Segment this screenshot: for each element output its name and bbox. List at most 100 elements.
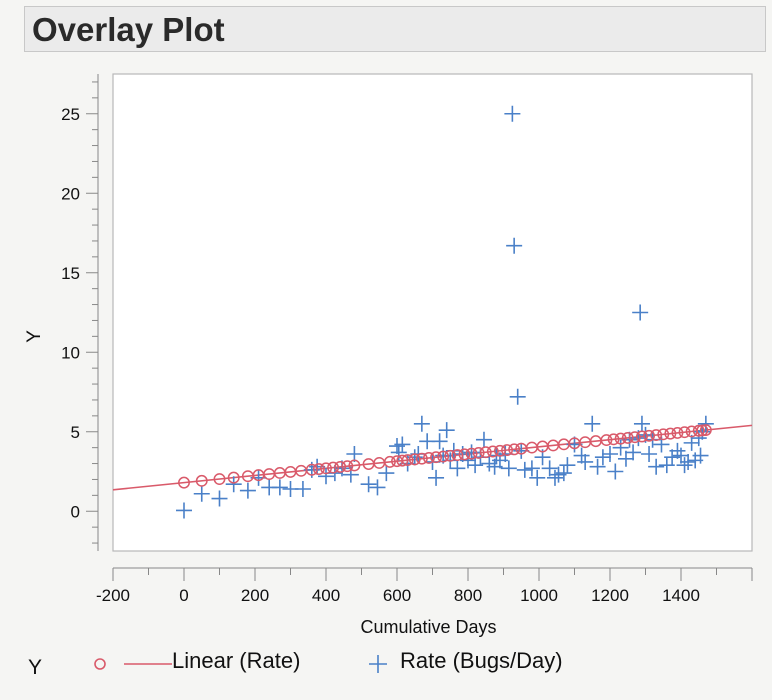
linear-point bbox=[458, 448, 471, 461]
linear-point bbox=[699, 424, 712, 436]
linear-point bbox=[327, 461, 340, 474]
linear-point bbox=[614, 432, 627, 445]
linear-point bbox=[444, 449, 457, 462]
linear-point bbox=[423, 451, 435, 464]
rate-point bbox=[500, 460, 517, 477]
linear-point bbox=[178, 476, 190, 489]
rate-point bbox=[541, 460, 558, 477]
rate-point bbox=[648, 458, 665, 475]
rate-point bbox=[617, 450, 634, 467]
rate-point bbox=[378, 465, 395, 482]
x-tick-label: 1000 bbox=[520, 586, 558, 605]
x-tick-label: 0 bbox=[179, 586, 188, 605]
linear-point bbox=[494, 444, 506, 457]
linear-point bbox=[451, 449, 464, 462]
legend-group-label: Y bbox=[28, 656, 43, 679]
linear-point bbox=[650, 429, 663, 441]
linear-point bbox=[479, 446, 492, 459]
linear-point bbox=[465, 447, 478, 460]
rate-point bbox=[523, 460, 540, 477]
linear-point bbox=[678, 426, 691, 439]
circle-marker-icon bbox=[94, 658, 106, 670]
legend: Y Linear (Rate) Rate (Bugs/Day) bbox=[0, 640, 772, 690]
linear-point bbox=[696, 424, 709, 437]
x-tick-label: 1200 bbox=[591, 586, 629, 605]
y-tick-label: 15 bbox=[61, 264, 80, 283]
linear-point bbox=[320, 462, 332, 475]
rate-point bbox=[176, 502, 192, 519]
linear-point bbox=[472, 446, 485, 459]
rate-point bbox=[318, 468, 334, 485]
linear-point bbox=[348, 459, 361, 472]
rate-point bbox=[573, 447, 590, 464]
x-tick-label: 600 bbox=[383, 586, 411, 605]
rate-point bbox=[555, 465, 572, 482]
rate-point bbox=[449, 460, 466, 477]
rate-point bbox=[438, 422, 455, 439]
linear-point bbox=[607, 433, 620, 446]
rate-point bbox=[607, 463, 624, 480]
linear-point bbox=[408, 453, 421, 466]
x-axis-label: Cumulative Days bbox=[360, 617, 496, 637]
rate-point bbox=[697, 415, 714, 432]
rate-point bbox=[692, 447, 709, 464]
y-tick-label: 20 bbox=[61, 184, 80, 203]
rate-point bbox=[680, 453, 697, 470]
linear-point bbox=[227, 471, 240, 484]
rate-point bbox=[577, 453, 594, 470]
rate-point bbox=[369, 479, 386, 496]
rate-point bbox=[625, 444, 642, 461]
linear-point bbox=[213, 473, 226, 486]
linear-point bbox=[334, 460, 347, 473]
linear-point bbox=[664, 427, 677, 440]
rate-point bbox=[676, 457, 693, 474]
rate-point bbox=[346, 446, 363, 463]
rate-point bbox=[504, 105, 521, 122]
linear-point bbox=[643, 429, 655, 442]
linear-point bbox=[486, 445, 499, 458]
rate-point bbox=[589, 458, 606, 475]
rate-legend-symbol bbox=[369, 655, 387, 673]
x-tick-label: 1400 bbox=[662, 586, 700, 605]
linear-point bbox=[305, 463, 318, 476]
rate-point bbox=[225, 476, 242, 493]
rate-point bbox=[193, 485, 210, 502]
linear-point bbox=[671, 426, 684, 439]
rate-point bbox=[529, 469, 546, 486]
rate-point bbox=[641, 446, 658, 463]
linear-point bbox=[636, 430, 648, 443]
rate-point bbox=[506, 237, 523, 254]
y-axis-label: Y bbox=[24, 330, 45, 343]
rate-point bbox=[428, 469, 445, 486]
rate-point bbox=[546, 469, 563, 486]
rate-point bbox=[360, 476, 377, 493]
linear-point bbox=[621, 431, 634, 444]
linear-point bbox=[501, 444, 513, 457]
y-tick-label: 25 bbox=[61, 105, 80, 124]
legend-item-rate-bugs-day: Rate (Bugs/Day) bbox=[400, 648, 563, 673]
rate-point bbox=[584, 415, 601, 432]
rate-point bbox=[431, 433, 448, 450]
linear-point bbox=[657, 428, 670, 441]
y-tick-label: 10 bbox=[61, 343, 80, 362]
linear-point bbox=[195, 474, 208, 487]
plus-marker-icon bbox=[369, 655, 387, 673]
overlay-plot-header[interactable]: Overlay Plot bbox=[24, 6, 766, 52]
y-tick-label: 5 bbox=[71, 423, 80, 442]
linear-point bbox=[383, 455, 396, 468]
rate-point bbox=[559, 457, 576, 474]
overlay-plot-chart: 0 5 10 15 20 25 Y -200 0 200 400 600 800 1000 1200 1400… bbox=[24, 73, 753, 637]
legend-item-linear-rate: Linear (Rate) bbox=[172, 648, 301, 673]
rate-point bbox=[475, 431, 492, 448]
rate-point bbox=[211, 490, 228, 507]
linear-point bbox=[396, 454, 409, 467]
linear-point bbox=[415, 452, 428, 465]
rate-point bbox=[239, 482, 256, 499]
linear-point bbox=[430, 451, 442, 464]
rate-point bbox=[612, 439, 629, 456]
linear-point bbox=[508, 443, 521, 456]
rate-point bbox=[690, 430, 707, 447]
rate-point bbox=[294, 480, 311, 497]
linear-point bbox=[600, 434, 613, 447]
rate-point bbox=[413, 415, 430, 432]
